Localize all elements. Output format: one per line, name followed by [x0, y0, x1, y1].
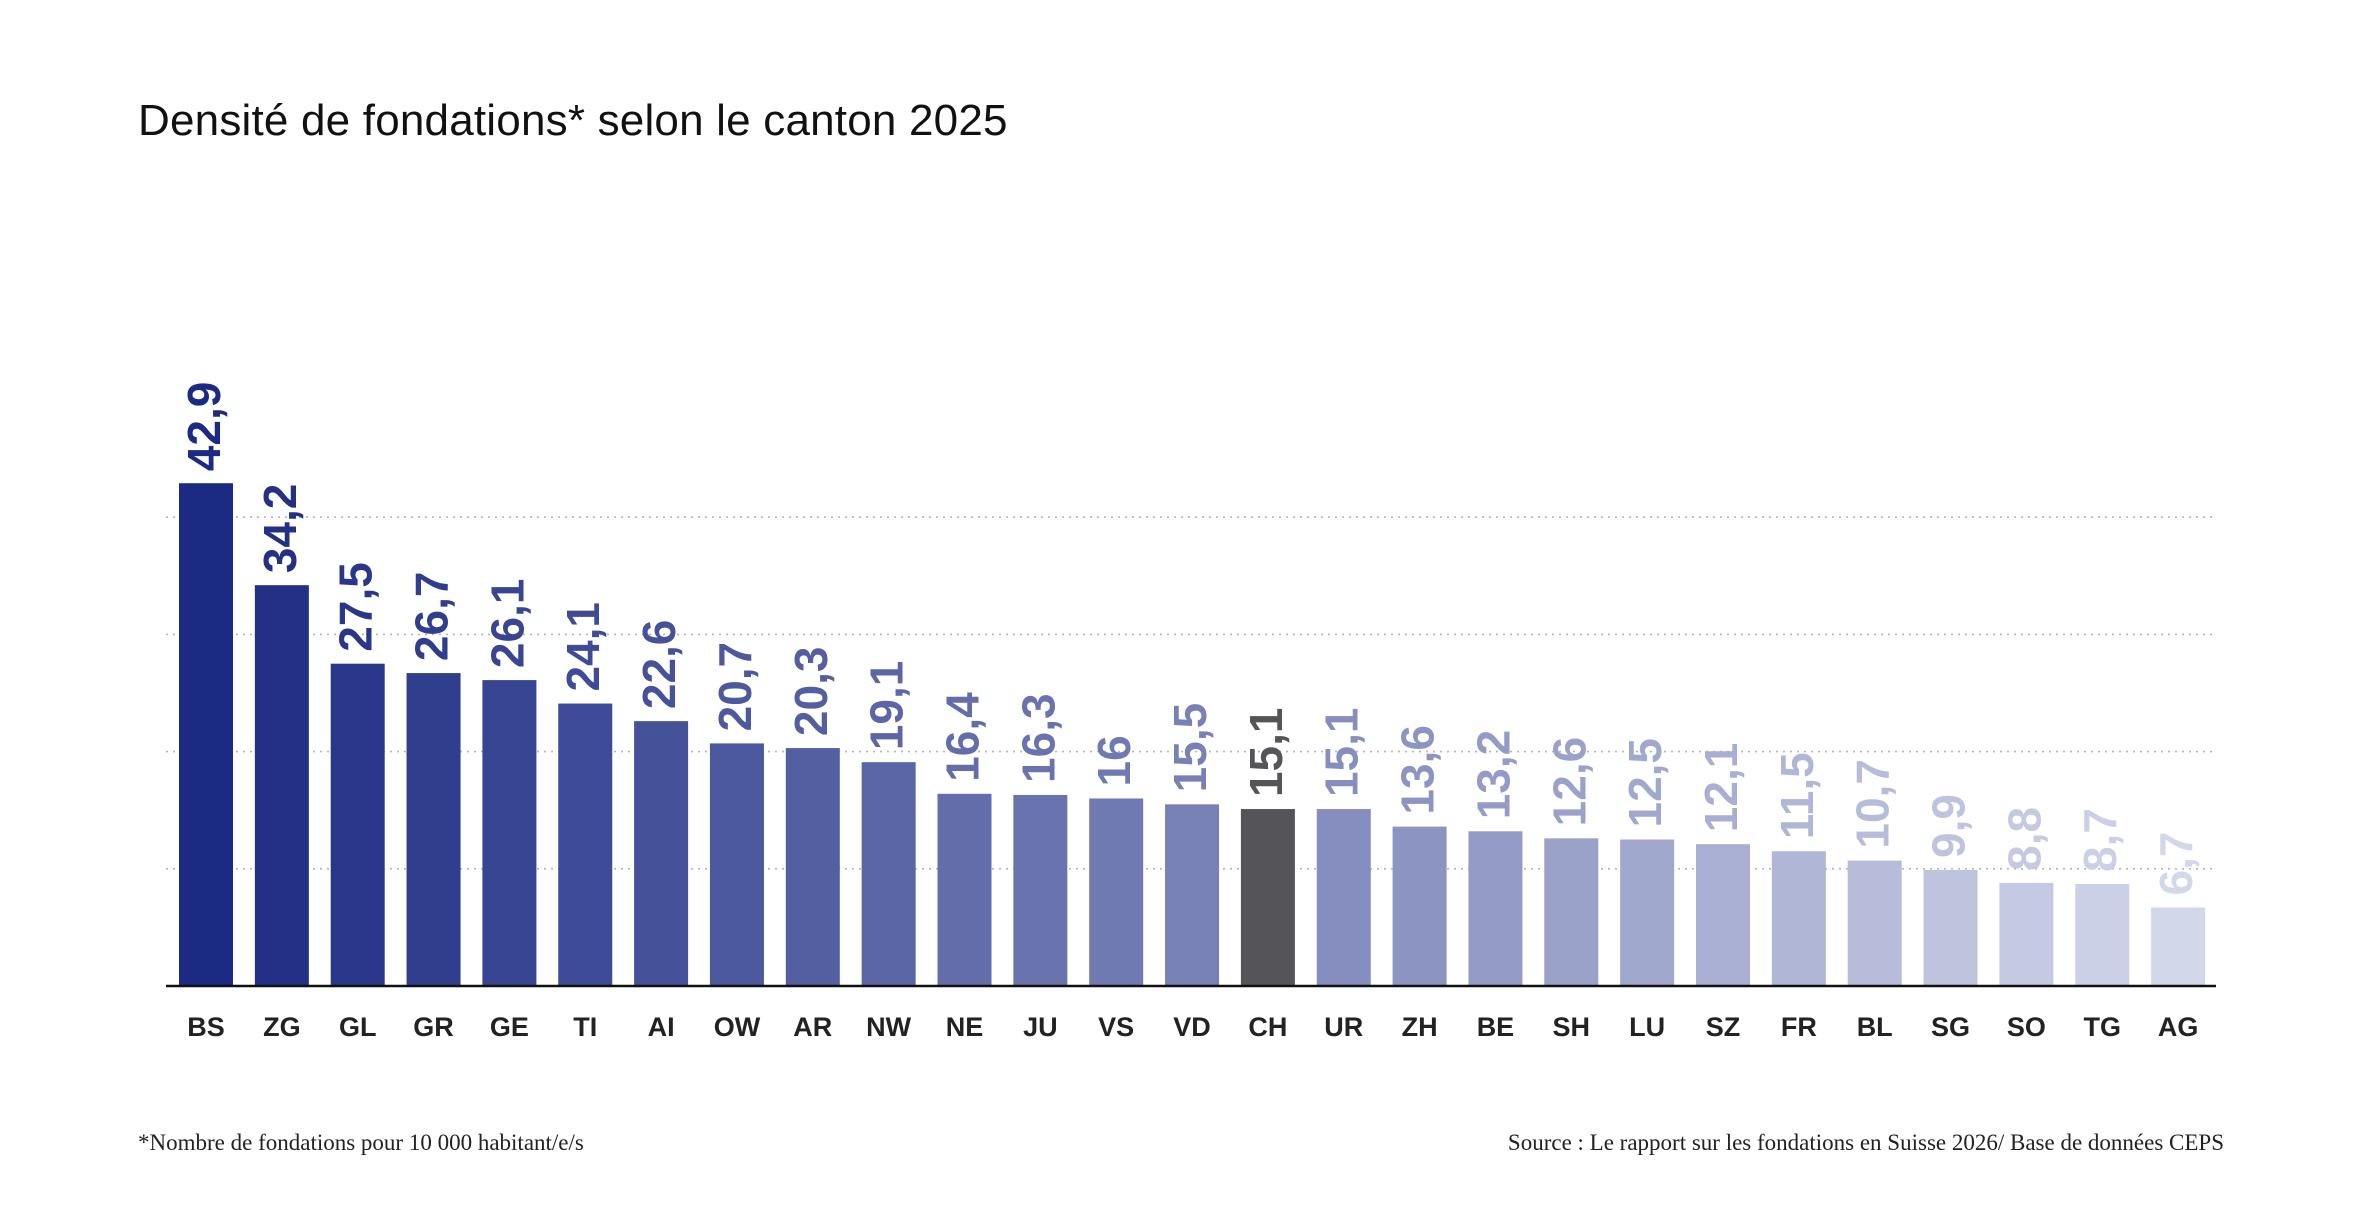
value-label-ur: 15,1	[1316, 707, 1368, 797]
bar-ow	[709, 743, 764, 986]
category-label-sh: SH	[1553, 1012, 1591, 1042]
category-label-ne: NE	[946, 1012, 984, 1042]
bar-ju	[1013, 794, 1068, 986]
category-label-tg: TG	[2084, 1012, 2122, 1042]
bar-bl	[1847, 860, 1902, 986]
category-label-zh: ZH	[1402, 1012, 1438, 1042]
category-label-sg: SG	[1931, 1012, 1970, 1042]
value-label-so: 8,8	[1998, 807, 2050, 871]
category-label-ow: OW	[714, 1012, 761, 1042]
category-label-ag: AG	[2158, 1012, 2199, 1042]
bar-lu	[1620, 839, 1675, 986]
value-label-zh: 13,6	[1392, 725, 1444, 815]
bar-nw	[861, 762, 916, 986]
value-label-ti: 24,1	[557, 602, 609, 692]
bar-ti	[558, 703, 613, 986]
value-label-fr: 11,5	[1771, 752, 1823, 839]
bar-vd	[1165, 804, 1220, 986]
category-label-ti: TI	[573, 1012, 597, 1042]
bar-gl	[330, 663, 385, 986]
value-label-gl: 27,5	[330, 562, 382, 652]
value-label-ge: 26,1	[481, 579, 533, 669]
bar-ge	[482, 680, 537, 986]
category-labels: BS ZG GL GR GE TI AI OW AR NW NE JU VS VD CH UR ZH BE SH LU…	[187, 1012, 2198, 1042]
category-label-so: SO	[2007, 1012, 2046, 1042]
value-label-ar: 20,3	[785, 647, 837, 737]
bar-so	[1999, 882, 2054, 986]
category-label-zg: ZG	[263, 1012, 301, 1042]
category-label-fr: FR	[1781, 1012, 1817, 1042]
bar-zg	[254, 585, 309, 986]
value-label-tg: 8,7	[2074, 808, 2126, 872]
value-label-sh: 12,6	[1543, 737, 1595, 827]
value-label-ch: 15,1	[1240, 707, 1292, 797]
value-label-bs: 42,9	[178, 382, 230, 472]
source-note: Source : Le rapport sur les fondations e…	[1507, 1130, 2224, 1155]
bar-bs	[179, 483, 233, 986]
value-label-nw: 19,1	[861, 661, 913, 751]
bar-vs	[1089, 798, 1144, 986]
bar-ag	[2151, 907, 2206, 986]
bar-sz	[1696, 844, 1750, 986]
value-label-vs: 16	[1088, 735, 1140, 786]
category-label-ch: CH	[1248, 1012, 1287, 1042]
value-label-ai: 22,6	[633, 620, 685, 710]
value-label-vd: 15,5	[1164, 703, 1216, 793]
value-label-sz: 12,1	[1695, 743, 1747, 833]
bar-ur	[1316, 809, 1371, 986]
category-label-ju: JU	[1023, 1012, 1058, 1042]
bar-ai	[634, 721, 689, 986]
value-label-ju: 16,3	[1012, 693, 1064, 783]
bar-zh	[1392, 826, 1447, 986]
category-label-bl: BL	[1857, 1012, 1893, 1042]
bar-be	[1468, 831, 1523, 986]
category-label-ai: AI	[648, 1012, 675, 1042]
category-label-be: BE	[1477, 1012, 1515, 1042]
bars	[179, 483, 2206, 986]
value-labels: 42,9 34,2 27,5 26,7 26,1 24,1 22,6 20,7 20,3 19,1…	[178, 382, 2202, 896]
category-label-vd: VD	[1173, 1012, 1211, 1042]
value-label-zg: 34,2	[254, 484, 306, 574]
value-label-sg: 9,9	[1923, 794, 1975, 858]
category-label-gr: GR	[413, 1012, 454, 1042]
category-label-ar: AR	[793, 1012, 832, 1042]
category-label-lu: LU	[1629, 1012, 1665, 1042]
category-label-vs: VS	[1098, 1012, 1134, 1042]
bar-gr	[406, 673, 461, 986]
value-label-bl: 10,7	[1847, 759, 1899, 849]
chart-title: Densité de fondations* selon le canton 2…	[138, 96, 1008, 145]
category-label-nw: NW	[866, 1012, 911, 1042]
category-label-gl: GL	[339, 1012, 377, 1042]
category-label-ge: GE	[490, 1012, 529, 1042]
bar-ne	[937, 793, 992, 986]
value-label-be: 13,2	[1467, 730, 1519, 820]
value-label-lu: 12,5	[1619, 738, 1671, 828]
value-label-ne: 16,4	[937, 692, 989, 782]
bar-sg	[1923, 869, 1978, 986]
bar-ch	[1240, 809, 1295, 986]
bar-sh	[1544, 838, 1599, 986]
value-label-ow: 20,7	[709, 642, 761, 732]
value-label-ag: 6,7	[2150, 832, 2202, 896]
category-label-sz: SZ	[1706, 1012, 1741, 1042]
value-label-gr: 26,7	[406, 572, 458, 662]
category-label-bs: BS	[187, 1012, 225, 1042]
bar-ar	[785, 748, 840, 986]
bar-tg	[2075, 884, 2130, 986]
category-label-ur: UR	[1324, 1012, 1363, 1042]
footnote: *Nombre de fondations pour 10 000 habita…	[138, 1130, 584, 1155]
bar-fr	[1771, 851, 1826, 986]
